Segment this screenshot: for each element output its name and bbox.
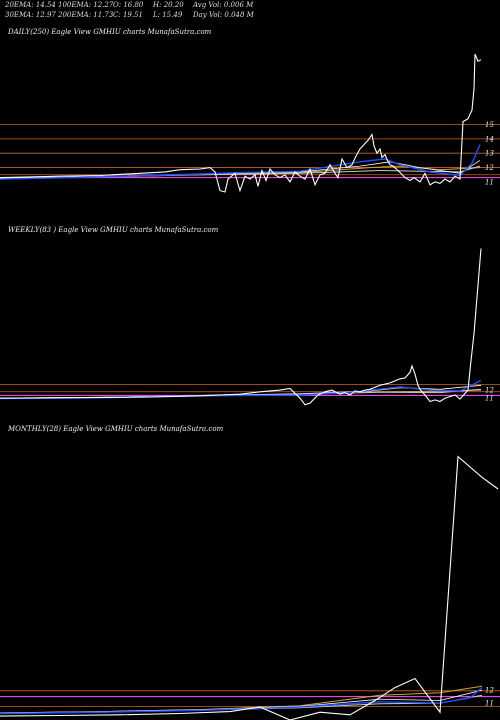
- stats-row-2: 30EMA: 12.97 200EMA: 11.73C: 19.51 L: 15.4…: [5, 11, 254, 21]
- daily-chart: 15 14 13 12 11: [0, 53, 500, 193]
- monthly-chart-title: MONTHLY(28) Eagle View GMHIU charts Muna…: [8, 425, 224, 433]
- y-tick-label: 11: [485, 395, 494, 403]
- price-line: [0, 455, 499, 720]
- daily-chart-title: DAILY(250) Eagle View GMHIU charts Munaf…: [8, 28, 212, 36]
- y-tick-label: 12: [485, 164, 494, 172]
- price-line: [0, 53, 482, 193]
- stat-day-vol: Day Vol: 0.048 M: [193, 10, 254, 19]
- y-tick-label: 12: [485, 687, 494, 695]
- stat-200ema: 200EMA: 11.73: [58, 10, 114, 19]
- y-tick-label: 11: [485, 700, 494, 708]
- stats-header: 20EMA: 14.54 100EMA: 12.27O: 16.80 H: 20.2…: [5, 1, 254, 20]
- y-tick-label: 13: [485, 150, 494, 158]
- stat-low: L: 15.49: [153, 10, 183, 19]
- stat-avg-vol: Avg Vol: 0.006 M: [193, 1, 254, 9]
- price-line: [0, 248, 482, 406]
- stat-close: C: 19.51: [113, 10, 143, 19]
- stat-open: O: 16.80: [113, 1, 144, 9]
- ema-short-line: [0, 144, 481, 180]
- weekly-panel: WEEKLY(83 ) Eagle View GMHIU charts Muna…: [0, 222, 500, 412]
- weekly-chart-title: WEEKLY(83 ) Eagle View GMHIU charts Muna…: [8, 226, 219, 234]
- ema-long-line: [0, 694, 483, 714]
- monthly-chart: 12 11: [0, 455, 500, 720]
- daily-panel: DAILY(250) Eagle View GMHIU charts Munaf…: [0, 24, 500, 215]
- y-tick-label: 11: [485, 178, 494, 186]
- ema-short-line: [0, 687, 483, 715]
- stat-high: H: 20.20: [153, 1, 184, 9]
- stat-30ema: 30EMA: 12.97: [5, 10, 56, 19]
- y-tick-label: 14: [485, 135, 494, 143]
- stat-100ema: 100EMA: 12.27: [58, 1, 114, 9]
- stats-row-1: 20EMA: 14.54 100EMA: 12.27O: 16.80 H: 20.2…: [5, 1, 254, 11]
- y-tick-label: 12: [485, 387, 494, 395]
- monthly-panel: MONTHLY(28) Eagle View GMHIU charts Muna…: [0, 421, 500, 720]
- stat-20ema: 20EMA: 14.54: [5, 1, 56, 9]
- y-tick-label: 15: [485, 121, 494, 129]
